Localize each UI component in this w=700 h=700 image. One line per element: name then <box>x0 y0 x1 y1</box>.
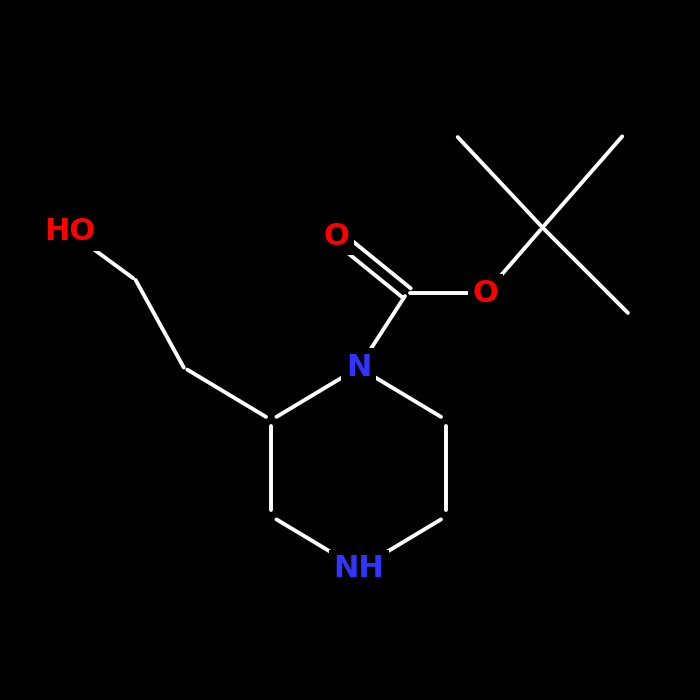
Text: NH: NH <box>333 554 384 583</box>
Text: N: N <box>346 353 372 382</box>
Text: O: O <box>324 222 350 251</box>
Text: O: O <box>473 279 498 307</box>
Text: HO: HO <box>44 218 96 246</box>
